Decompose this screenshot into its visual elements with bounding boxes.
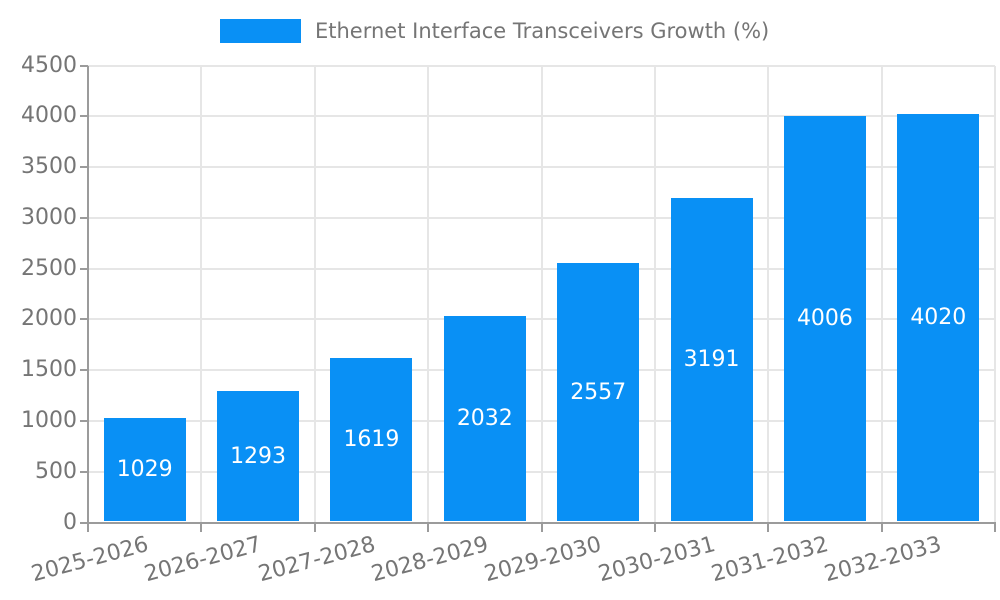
x-gridline	[540, 65, 543, 523]
y-axis-tick-label: 3000	[21, 204, 77, 230]
x-axis-tick-label: 2031-2032	[708, 531, 832, 587]
y-axis-tick-label: 4000	[21, 103, 77, 129]
legend-label: Ethernet Interface Transceivers Growth (…	[315, 19, 770, 43]
bar-value-label: 4006	[796, 306, 853, 332]
x-gridline	[767, 65, 770, 523]
bar-value-label: 1029	[116, 457, 173, 483]
bar-value-label: 1619	[343, 427, 400, 453]
bar: 3191	[670, 198, 753, 522]
x-gridline	[653, 65, 656, 523]
y-axis-tick-label: 500	[35, 458, 77, 484]
x-axis-tick	[427, 523, 430, 532]
x-axis-tick	[540, 523, 543, 532]
x-gridline	[313, 65, 316, 523]
x-axis-tick-label: 2032-2033	[822, 531, 945, 587]
y-axis-tick	[80, 318, 88, 321]
y-axis-tick	[80, 470, 88, 473]
y-axis-tick	[80, 216, 88, 219]
y-axis-tick-label: 4500	[21, 52, 77, 78]
y-axis-tick	[80, 521, 88, 524]
y-axis-tick	[80, 64, 88, 67]
bar-value-label: 2032	[456, 406, 513, 432]
x-axis-tick	[653, 523, 656, 532]
x-gridline	[880, 65, 883, 523]
bar: 2032	[443, 316, 526, 522]
y-axis-tick	[80, 267, 88, 270]
x-axis-tick	[880, 523, 883, 532]
y-axis-tick	[80, 166, 88, 169]
y-axis-tick	[80, 369, 88, 372]
bar-value-label: 2557	[570, 379, 627, 405]
y-axis-tick-label: 3500	[21, 154, 77, 180]
y-axis-tick	[80, 419, 88, 422]
x-axis-tick-label: 2025-2026	[28, 531, 151, 587]
x-axis-tick-label: 2029-2030	[482, 531, 605, 587]
y-axis-tick-label: 2000	[21, 306, 77, 332]
x-gridline	[427, 65, 430, 523]
x-axis-tick-label: 2028-2029	[368, 531, 492, 587]
bar-value-label: 4020	[910, 305, 967, 331]
x-axis-tick	[200, 523, 203, 532]
y-axis-tick-label: 1500	[21, 357, 77, 383]
y-axis-tick	[80, 115, 88, 118]
bar-value-label: 1293	[230, 443, 287, 469]
x-axis-tick	[313, 523, 316, 532]
y-axis-tick-label: 0	[63, 509, 77, 535]
bar: 4020	[897, 114, 980, 522]
legend-swatch	[220, 19, 301, 43]
bar: 2557	[557, 262, 640, 522]
legend: Ethernet Interface Transceivers Growth (…	[220, 19, 769, 43]
bar: 1029	[103, 417, 186, 522]
x-axis-tick-label: 2027-2028	[255, 531, 378, 587]
x-axis-line	[87, 521, 996, 524]
x-axis-tick-label: 2030-2031	[595, 531, 718, 587]
bar: 1293	[217, 391, 300, 522]
bar: 1619	[330, 358, 413, 522]
x-axis-tick	[994, 523, 996, 532]
y-axis-line	[87, 65, 89, 525]
x-axis-tick	[767, 523, 770, 532]
y-axis-tick-label: 2500	[21, 255, 77, 281]
y-axis-tick-label: 1000	[21, 407, 77, 433]
x-gridline	[200, 65, 203, 523]
x-axis-tick	[87, 523, 89, 532]
x-gridline	[994, 65, 996, 523]
bar: 4006	[783, 115, 866, 522]
x-axis-tick-label: 2026-2027	[141, 531, 265, 587]
bar-value-label: 3191	[683, 347, 740, 373]
